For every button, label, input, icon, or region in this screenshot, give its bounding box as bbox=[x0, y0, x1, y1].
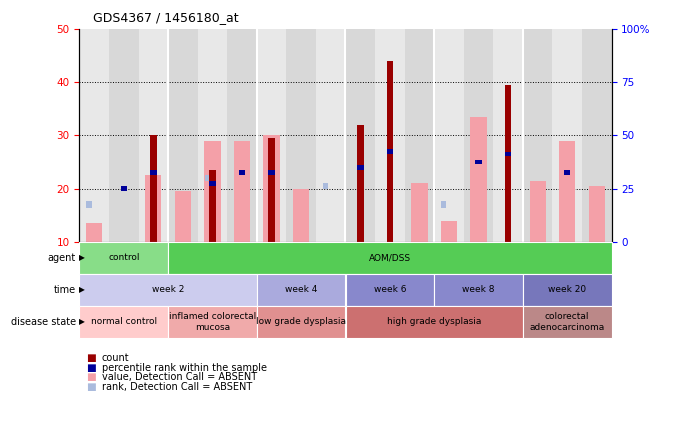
Text: value, Detection Call = ABSENT: value, Detection Call = ABSENT bbox=[102, 373, 256, 382]
Text: week 4: week 4 bbox=[285, 285, 317, 294]
Bar bbox=[234, 141, 250, 242]
Bar bbox=[263, 135, 280, 242]
Text: week 20: week 20 bbox=[548, 285, 586, 294]
Text: week 6: week 6 bbox=[374, 285, 406, 294]
Bar bbox=[293, 189, 310, 242]
Bar bbox=[175, 191, 191, 242]
Bar bbox=[505, 152, 511, 156]
Bar bbox=[523, 29, 552, 242]
Bar bbox=[564, 170, 571, 175]
Bar bbox=[346, 29, 375, 242]
Bar bbox=[471, 117, 486, 242]
Bar bbox=[150, 170, 157, 175]
Text: low grade dysplasia: low grade dysplasia bbox=[256, 317, 346, 326]
Bar bbox=[559, 141, 576, 242]
Bar bbox=[145, 175, 162, 242]
Bar bbox=[441, 202, 446, 208]
Bar bbox=[79, 274, 257, 306]
Bar bbox=[316, 29, 346, 242]
Text: inflamed colorectal
mucosa: inflamed colorectal mucosa bbox=[169, 312, 256, 332]
Bar bbox=[405, 29, 434, 242]
Bar bbox=[529, 181, 546, 242]
Text: GDS4367 / 1456180_at: GDS4367 / 1456180_at bbox=[93, 12, 239, 24]
Bar bbox=[434, 274, 523, 306]
Bar bbox=[239, 170, 245, 175]
Text: week 8: week 8 bbox=[462, 285, 495, 294]
Bar bbox=[209, 170, 216, 242]
Text: ■: ■ bbox=[86, 363, 96, 373]
Bar bbox=[227, 29, 257, 242]
Text: rank, Detection Call = ABSENT: rank, Detection Call = ABSENT bbox=[102, 382, 252, 392]
Bar bbox=[79, 29, 109, 242]
Bar bbox=[493, 29, 523, 242]
Bar bbox=[582, 29, 612, 242]
Bar bbox=[209, 181, 216, 186]
Bar bbox=[523, 274, 612, 306]
Text: high grade dysplasia: high grade dysplasia bbox=[387, 317, 482, 326]
Text: AOM/DSS: AOM/DSS bbox=[369, 254, 411, 262]
Bar bbox=[109, 29, 139, 242]
Text: ■: ■ bbox=[86, 382, 96, 392]
Bar bbox=[257, 274, 346, 306]
Text: ■: ■ bbox=[86, 353, 96, 363]
Bar bbox=[523, 306, 612, 338]
Text: percentile rank within the sample: percentile rank within the sample bbox=[102, 363, 267, 373]
Bar bbox=[120, 186, 127, 191]
Bar bbox=[268, 170, 275, 175]
Bar bbox=[205, 175, 210, 181]
Bar bbox=[79, 242, 168, 274]
Bar bbox=[86, 223, 102, 242]
Bar bbox=[464, 29, 493, 242]
Text: ▶: ▶ bbox=[79, 317, 85, 326]
Bar bbox=[505, 85, 511, 242]
Bar bbox=[168, 29, 198, 242]
Bar bbox=[139, 29, 168, 242]
Bar bbox=[257, 306, 346, 338]
Text: count: count bbox=[102, 353, 129, 363]
Bar bbox=[346, 306, 523, 338]
Text: ■: ■ bbox=[86, 373, 96, 382]
Bar bbox=[268, 138, 275, 242]
Text: week 2: week 2 bbox=[152, 285, 184, 294]
Text: colorectal
adenocarcinoma: colorectal adenocarcinoma bbox=[529, 312, 605, 332]
Text: ▶: ▶ bbox=[79, 254, 85, 262]
Bar bbox=[386, 149, 393, 154]
Text: time: time bbox=[54, 285, 76, 295]
Bar bbox=[386, 61, 393, 242]
Bar bbox=[411, 183, 428, 242]
Bar bbox=[357, 125, 363, 242]
Bar bbox=[79, 306, 168, 338]
Bar bbox=[357, 165, 363, 170]
Text: disease state: disease state bbox=[11, 317, 76, 327]
Bar bbox=[552, 29, 582, 242]
Bar bbox=[441, 221, 457, 242]
Bar bbox=[475, 160, 482, 164]
Bar bbox=[168, 242, 612, 274]
Bar bbox=[198, 29, 227, 242]
Bar bbox=[434, 29, 464, 242]
Bar bbox=[375, 29, 405, 242]
Bar bbox=[323, 183, 328, 189]
Bar bbox=[286, 29, 316, 242]
Bar bbox=[168, 306, 257, 338]
Bar bbox=[150, 135, 157, 242]
Bar bbox=[86, 202, 92, 208]
Text: ▶: ▶ bbox=[79, 285, 85, 294]
Bar bbox=[346, 274, 434, 306]
Text: agent: agent bbox=[48, 253, 76, 263]
Bar bbox=[205, 141, 220, 242]
Text: control: control bbox=[108, 254, 140, 262]
Text: normal control: normal control bbox=[91, 317, 157, 326]
Bar bbox=[257, 29, 286, 242]
Bar bbox=[589, 186, 605, 242]
